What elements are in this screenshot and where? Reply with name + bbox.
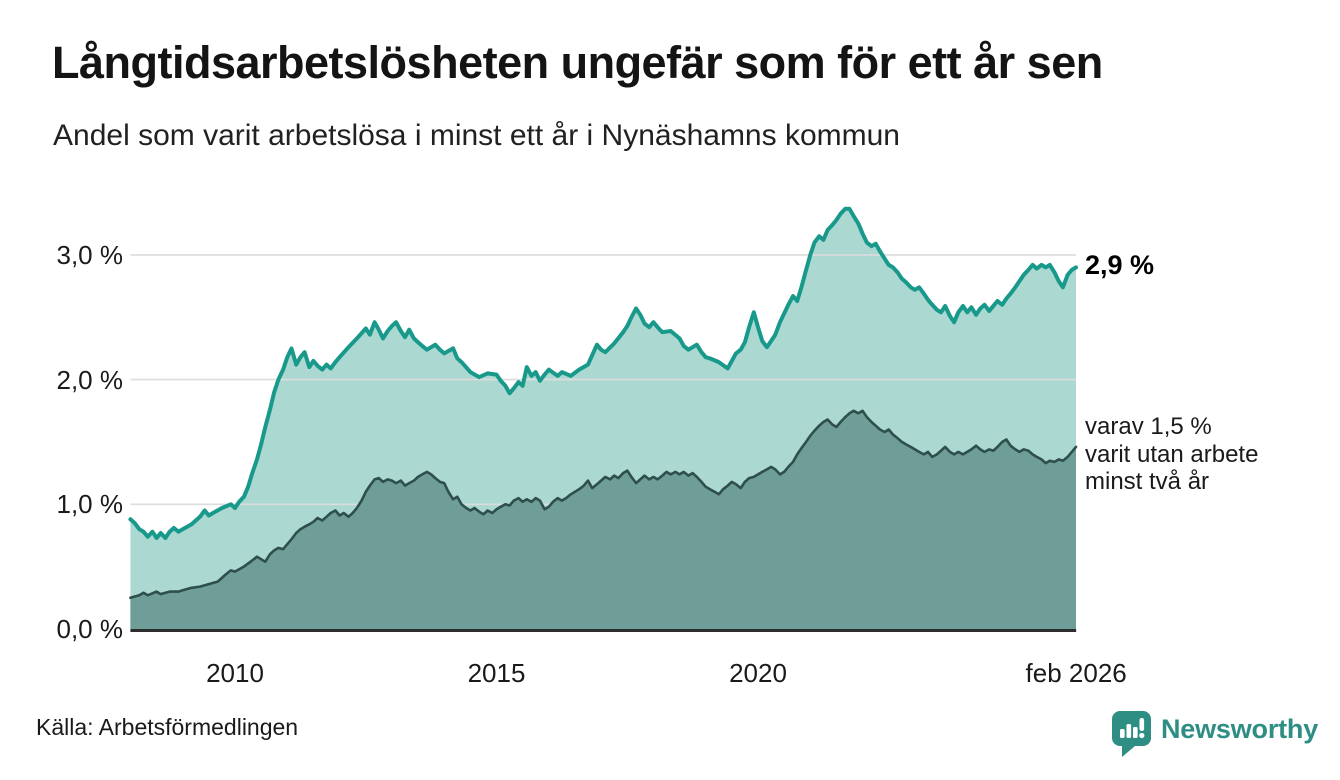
- series-total-line: [128, 206, 1078, 540]
- y-axis-tick-label: 0,0 %: [56, 614, 124, 644]
- latest-value-label: 2,9 %: [1085, 250, 1155, 280]
- series-two-year-line: [129, 409, 1078, 600]
- source-note: Källa: Arbetsförmedlingen: [36, 714, 299, 740]
- newsworthy-icon: [1112, 711, 1151, 757]
- bar-icon: [1126, 724, 1132, 738]
- x-axis-tick-label: feb 2026: [1025, 658, 1127, 688]
- newsworthy-wordmark: Newsworthy: [1161, 714, 1319, 744]
- x-axis-tick-label: 2010: [206, 658, 264, 688]
- page-title: Långtidsarbetslösheten ungefär som för e…: [52, 37, 1103, 88]
- bar-icon: [1133, 727, 1138, 738]
- secondary-series-label-line: minst två år: [1085, 468, 1210, 495]
- exclamation-dot-icon: [1139, 732, 1145, 739]
- exclamation-icon: [1139, 718, 1145, 731]
- y-axis-tick-label: 3,0 %: [56, 239, 124, 270]
- x-axis-tick-label: 2015: [467, 658, 526, 688]
- bar-icon: [1120, 729, 1125, 738]
- series-two-year-area: [130, 410, 1076, 629]
- newsworthy-logo: Newsworthy: [1112, 711, 1318, 757]
- x-axis-tick-label: 2020: [729, 658, 787, 688]
- secondary-series-label-line: varav 1,5 %: [1085, 413, 1212, 440]
- secondary-series-label: varav 1,5 % varit utan arbete minst två …: [1085, 413, 1258, 496]
- secondary-series-label-line: varit utan arbete: [1085, 440, 1259, 468]
- page-subtitle: Andel som varit arbetslösa i minst ett å…: [53, 119, 900, 152]
- y-axis-tick-label: 2,0 %: [56, 364, 124, 395]
- y-axis-tick-label: 1,0 %: [56, 489, 124, 520]
